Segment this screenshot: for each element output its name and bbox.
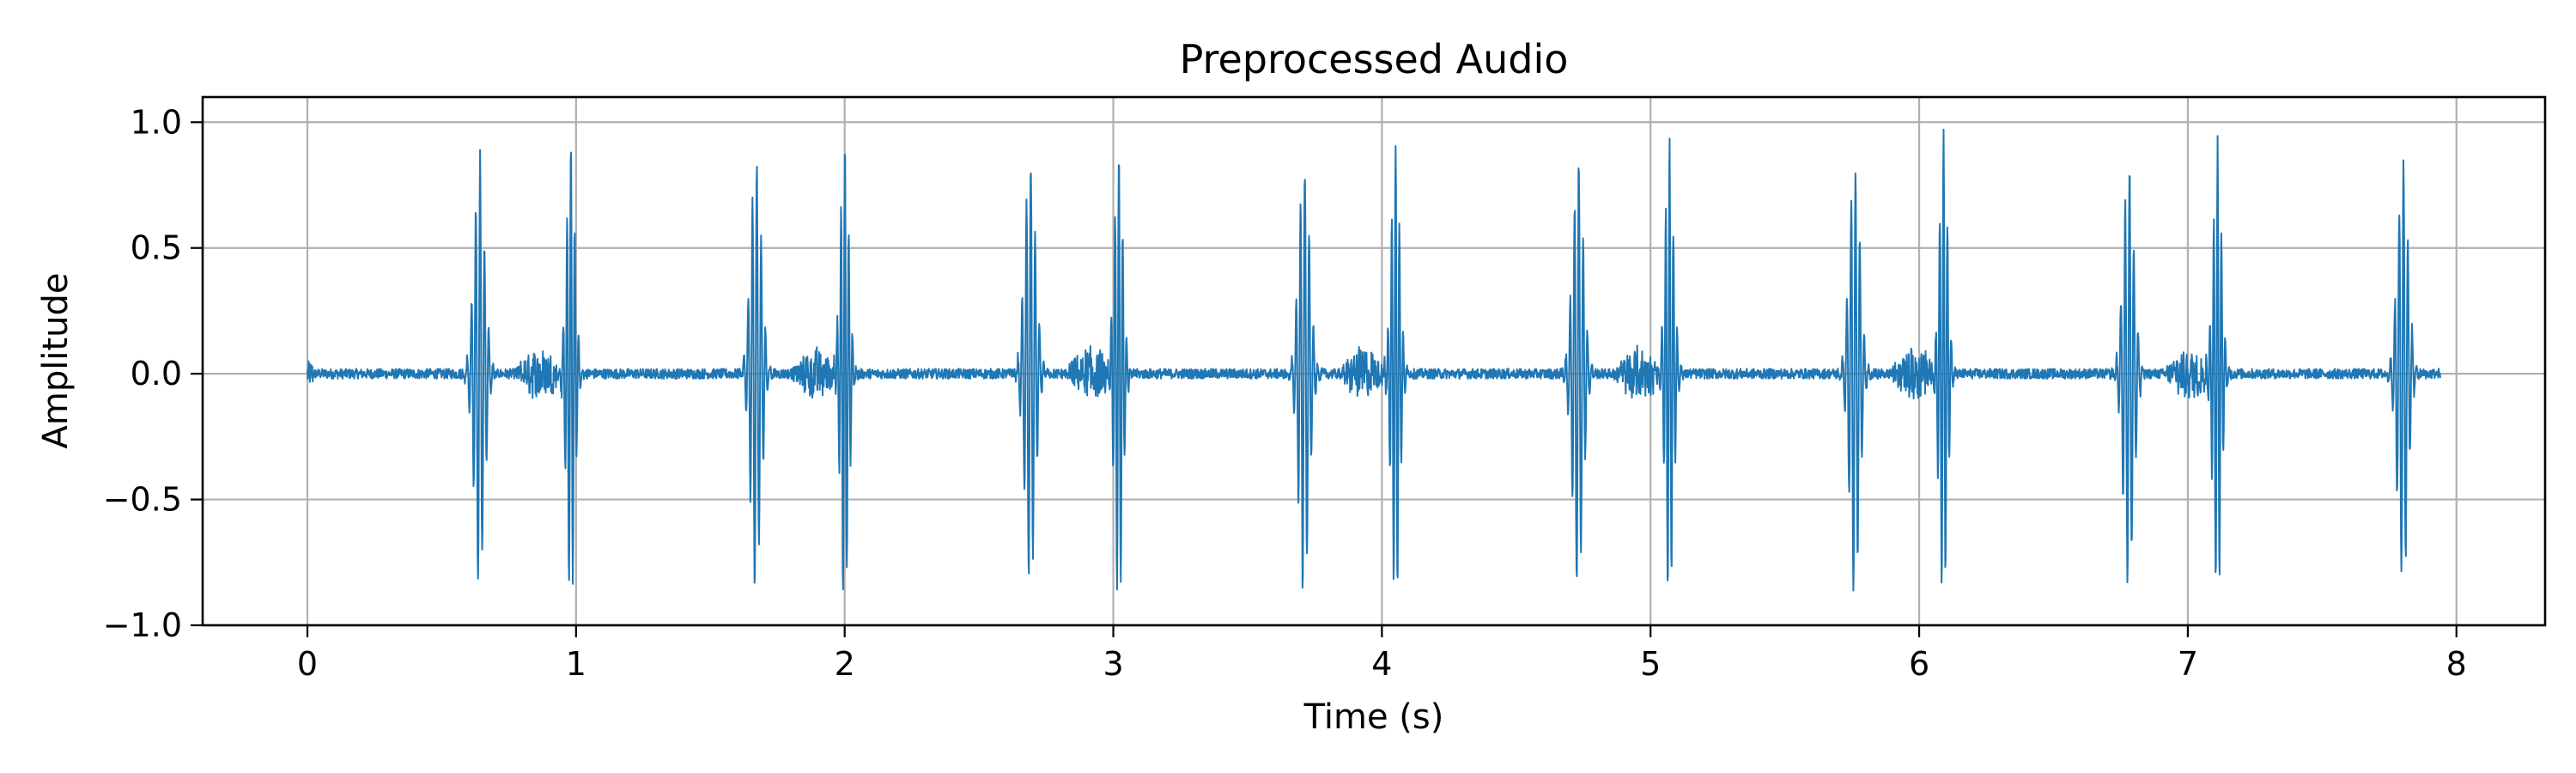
- y-tick-label: −0.5: [103, 481, 182, 519]
- x-tick-label: 7: [2178, 645, 2198, 683]
- x-tick-label: 6: [1909, 645, 1929, 683]
- y-tick-label: 0.0: [131, 355, 182, 393]
- x-tick-label: 5: [1640, 645, 1661, 683]
- x-tick-label: 0: [297, 645, 318, 683]
- y-tick-label: 1.0: [131, 103, 182, 141]
- x-tick-label: 4: [1371, 645, 1392, 683]
- y-axis-label: Amplitude: [36, 273, 76, 449]
- x-tick-label: 8: [2446, 645, 2467, 683]
- x-tick-label: 2: [835, 645, 855, 683]
- x-axis-label: Time (s): [1303, 697, 1444, 737]
- y-tick-label: −1.0: [103, 606, 182, 644]
- chart-title: Preprocessed Audio: [1180, 36, 1569, 82]
- y-tick-label: 0.5: [131, 229, 182, 267]
- x-tick-label: 3: [1103, 645, 1123, 683]
- plot-frame: [201, 95, 2547, 627]
- x-tick-label: 1: [566, 645, 586, 683]
- plot-area: [307, 128, 2441, 592]
- waveform-line: [307, 128, 2441, 592]
- axis-ticks: 0 1 2 3 4 5 6 7 8 −1.0 −0.5 0.0 0.5 1.0: [103, 103, 2467, 683]
